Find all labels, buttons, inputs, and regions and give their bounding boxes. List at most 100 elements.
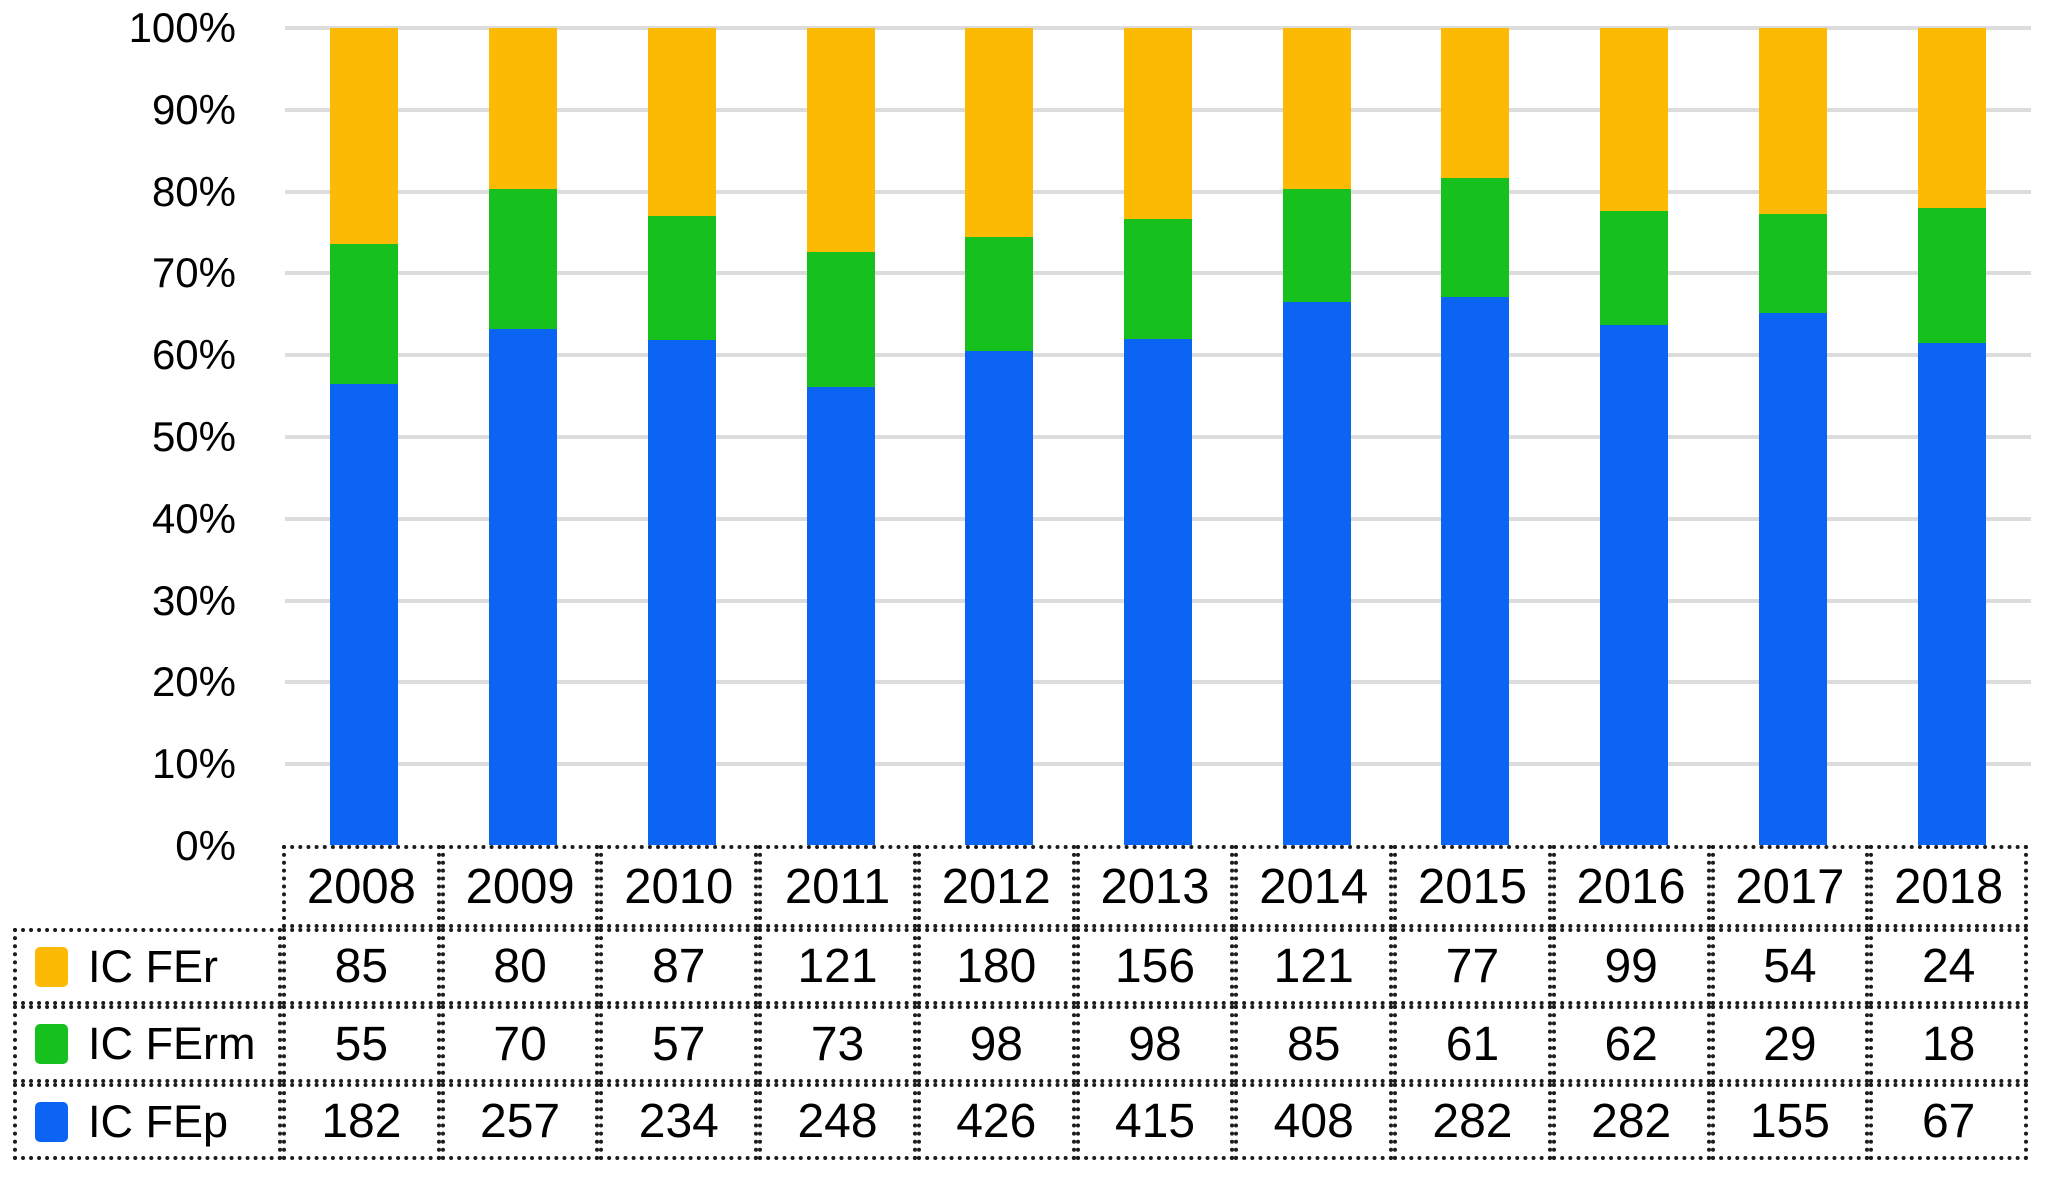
y-tick-label: 40% [151,494,236,542]
segment-ic-fer [489,28,558,189]
y-axis-labels: 100% 90% 80% 70% 60% 50% 40% 30% 20% 10% 0% [0,0,240,900]
stacked-bar-2008 [330,28,399,846]
data-table: 2008 2009 2010 2011 2012 2013 2014 2015 2016 2017… [13,845,2028,1160]
value-cell-ic-ferm-2008: 55 [282,1005,441,1083]
segment-ic-fep [965,351,1034,846]
value-cell-ic-fer-2014: 121 [1234,928,1394,1005]
bar-column-2008 [285,28,444,846]
legend-swatch-ic-fer [35,946,68,987]
bar-column-2011 [761,28,920,846]
value-cell-ic-fer-2012: 180 [916,928,1076,1005]
year-header-2010: 2010 [599,845,759,928]
value-cell-ic-ferm-2010: 57 [599,1005,759,1083]
value-cell-ic-ferm-2015: 61 [1393,1005,1552,1083]
value-cell-ic-fep-2018: 67 [1869,1083,2028,1160]
segment-ic-fer [1123,28,1192,219]
legend-swatch-ic-fep [35,1101,68,1142]
segment-ic-fer [1917,28,1986,209]
stacked-bar-2018 [1917,28,1986,846]
segment-ic-ferm [1758,213,1827,314]
segment-ic-fep [489,329,558,846]
segment-ic-ferm [1441,177,1510,297]
segment-ic-ferm [1600,210,1669,326]
segment-ic-ferm [1123,218,1192,339]
value-cell-ic-fep-2016: 282 [1551,1083,1711,1160]
segment-ic-fer [1600,28,1669,211]
bar-column-2014 [1237,28,1396,846]
value-cell-ic-fer-2011: 121 [758,928,917,1005]
value-cell-ic-fep-2010: 234 [599,1083,759,1160]
segment-ic-fep [1600,325,1669,846]
segment-ic-ferm [1282,189,1351,303]
y-tick-label: 80% [151,167,236,215]
value-cell-ic-ferm-2018: 18 [1869,1005,2028,1083]
y-tick-label: 90% [151,85,236,133]
value-cell-ic-ferm-2012: 98 [916,1005,1076,1083]
segment-ic-fer [965,28,1034,238]
legend-cell-ic-ferm: IC FErm [13,1005,282,1083]
bar-column-2015 [1396,28,1555,846]
stacked-bar-2010 [647,28,716,846]
year-header-2015: 2015 [1393,845,1552,928]
value-cell-ic-fer-2015: 77 [1393,928,1552,1005]
segment-ic-ferm [1917,208,1986,344]
segment-ic-fep [1917,343,1986,846]
stacked-bar-2015 [1441,28,1510,846]
bar-column-2010 [602,28,761,846]
y-tick-label: 70% [151,249,236,297]
segment-ic-fep [647,339,716,846]
legend-label-ic-fep: IC FEp [88,1095,229,1147]
bar-column-2013 [1079,28,1238,846]
value-cell-ic-fep-2014: 408 [1234,1083,1394,1160]
segment-ic-ferm [330,243,399,384]
value-cell-ic-ferm-2011: 73 [758,1005,917,1083]
y-tick-label: 10% [151,740,236,788]
year-header-2018: 2018 [1869,845,2028,928]
stacked-bar-2014 [1282,28,1351,846]
y-tick-label: 0% [175,822,236,869]
legend-cell-ic-fep: IC FEp [13,1083,282,1160]
value-cell-ic-fer-2010: 87 [599,928,759,1005]
value-cell-ic-fep-2015: 282 [1393,1083,1552,1160]
value-cell-ic-fep-2017: 155 [1710,1083,1870,1160]
segment-ic-fer [1441,28,1510,178]
segment-ic-ferm [647,216,716,340]
table-corner-spacer [13,845,282,928]
year-header-2017: 2017 [1710,845,1870,928]
segment-ic-fep [806,387,875,846]
segment-ic-fer [330,28,399,244]
value-cell-ic-fer-2017: 54 [1710,928,1870,1005]
year-header-2014: 2014 [1234,845,1394,928]
bar-column-2016 [1555,28,1714,846]
year-header-2013: 2013 [1075,845,1235,928]
value-cell-ic-fep-2012: 426 [916,1083,1076,1160]
segment-ic-fep [1758,313,1827,846]
segment-ic-fep [1441,296,1510,846]
stacked-bar-2016 [1600,28,1669,846]
value-cell-ic-fer-2016: 99 [1551,928,1711,1005]
year-header-2009: 2009 [440,845,600,928]
bar-column-2017 [1714,28,1873,846]
plot-area [285,26,2031,846]
value-cell-ic-fep-2013: 415 [1075,1083,1235,1160]
value-cell-ic-fer-2009: 80 [440,928,600,1005]
value-cell-ic-ferm-2017: 29 [1710,1005,1870,1083]
value-cell-ic-ferm-2014: 85 [1234,1005,1394,1083]
year-header-2008: 2008 [282,845,441,928]
segment-ic-fer [647,28,716,217]
legend-label-ic-ferm: IC FErm [88,1018,256,1069]
bar-column-2009 [444,28,603,846]
year-header-2012: 2012 [916,845,1076,928]
value-cell-ic-fer-2013: 156 [1075,928,1235,1005]
legend-label-ic-fer: IC FEr [88,940,218,992]
year-header-2016: 2016 [1551,845,1711,928]
y-tick-label: 20% [151,658,236,706]
stacked-bar-2009 [489,28,558,846]
year-header-2011: 2011 [758,845,917,928]
value-cell-ic-ferm-2016: 62 [1551,1005,1711,1083]
segment-ic-fer [1758,28,1827,214]
segment-ic-ferm [806,251,875,388]
value-cell-ic-fer-2008: 85 [282,928,441,1005]
segment-ic-ferm [489,188,558,330]
stacked-bar-2011 [806,28,875,846]
